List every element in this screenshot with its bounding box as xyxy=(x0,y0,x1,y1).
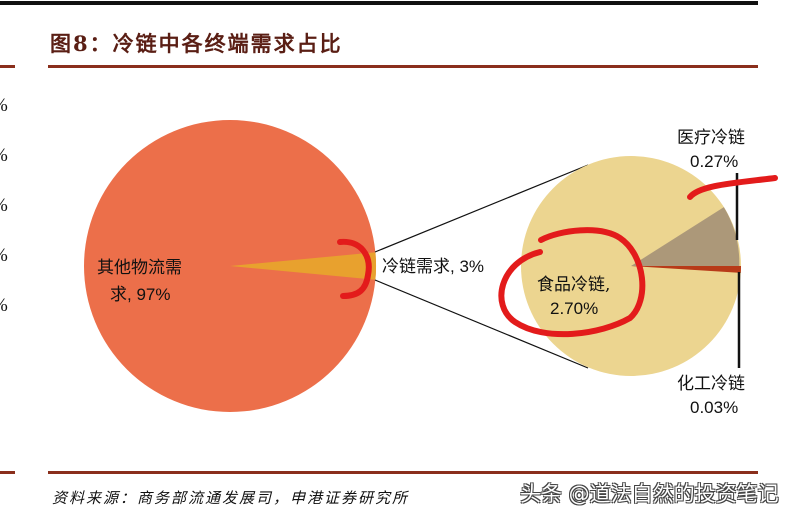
pie-slice-coldchain xyxy=(230,252,377,280)
annotation-bracket xyxy=(337,238,372,299)
annotation-underline xyxy=(687,175,778,200)
source-rule xyxy=(48,471,758,474)
figure-title: 图8：冷链中各终端需求占比 xyxy=(50,31,343,56)
title-rule-left xyxy=(0,65,15,68)
pie-slice-medical xyxy=(631,207,740,266)
label-food-line2: 2.70% xyxy=(550,299,599,318)
label-medical-line2: 0.27% xyxy=(690,152,739,171)
source-rule-left xyxy=(0,471,15,474)
connector-line-top xyxy=(374,164,589,253)
source-note: 资料来源：商务部流通发展司，申港证券研究所 xyxy=(52,489,410,507)
cropped-axis-tick: % xyxy=(0,95,8,117)
cropped-axis-tick: % xyxy=(0,195,8,217)
label-coldchain: 冷链需求, 3% xyxy=(382,257,485,276)
cropped-axis-tick: % xyxy=(0,245,8,267)
annotation-circle xyxy=(498,227,646,338)
cropped-axis-tick: % xyxy=(0,145,8,167)
label-chemical-line1: 化工冷链 xyxy=(677,374,745,394)
label-food-line1: 食品冷链, xyxy=(537,275,611,295)
title-underline xyxy=(48,65,758,68)
cropped-axis-tick: % xyxy=(0,295,8,317)
label-other-line2: 求, 97% xyxy=(110,285,171,304)
label-medical-line1: 医疗冷链 xyxy=(677,128,745,148)
pie-slice-chemical xyxy=(631,266,742,273)
label-chemical-line2: 0.03% xyxy=(690,398,739,417)
connector-line-bottom xyxy=(374,279,589,369)
label-other-line1: 其他物流需 xyxy=(97,258,182,278)
top-border-rule xyxy=(0,1,758,5)
watermark: 头条 @道法自然的投资笔记 xyxy=(520,482,779,506)
